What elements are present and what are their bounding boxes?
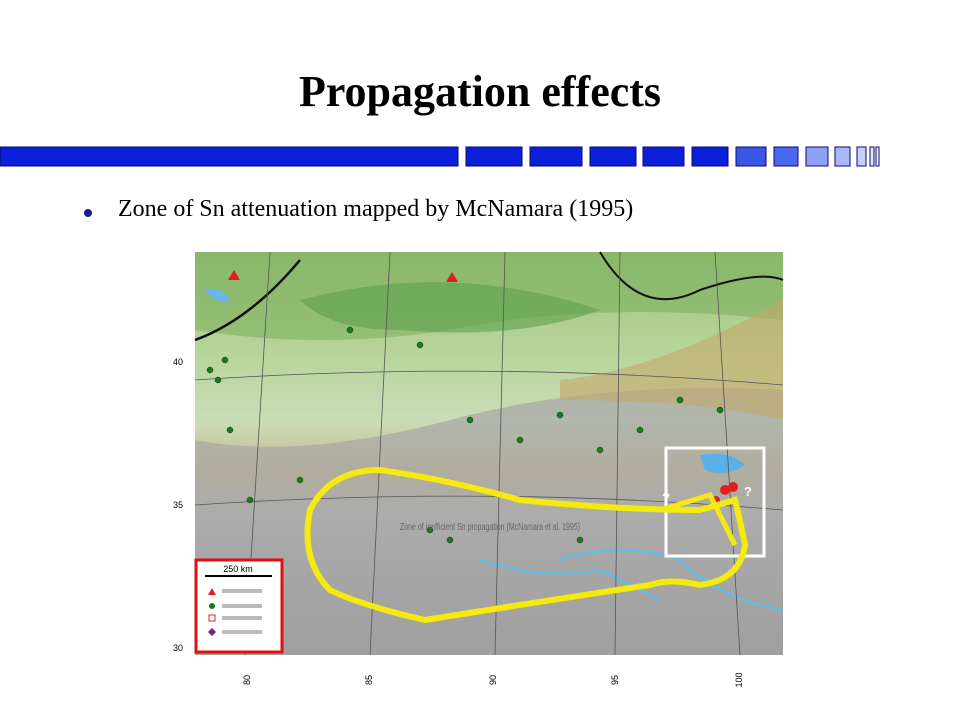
lat-label: 35 [173,500,183,510]
lat-label: 40 [173,357,183,367]
bullet-marker [84,209,92,217]
slide-title: Propagation effects [298,67,662,116]
map: Zone of inefficient Sn propagation (McNa… [173,251,784,688]
lon-label: 90 [488,675,498,685]
scale-label: 250 km [223,564,253,574]
question-mark: ? [744,484,752,499]
lat-label: 30 [173,643,183,653]
lon-label: 80 [242,675,252,685]
lon-label: 95 [610,675,620,685]
lon-label: 85 [364,675,374,685]
lon-label: 100 [734,672,744,687]
question-mark: ? [662,490,670,505]
header-bar [0,146,880,167]
map-annotation: Zone of inefficient Sn propagation (McNa… [400,522,580,533]
bullet-text: Zone of Sn attenuation mapped by McNamar… [118,196,634,222]
